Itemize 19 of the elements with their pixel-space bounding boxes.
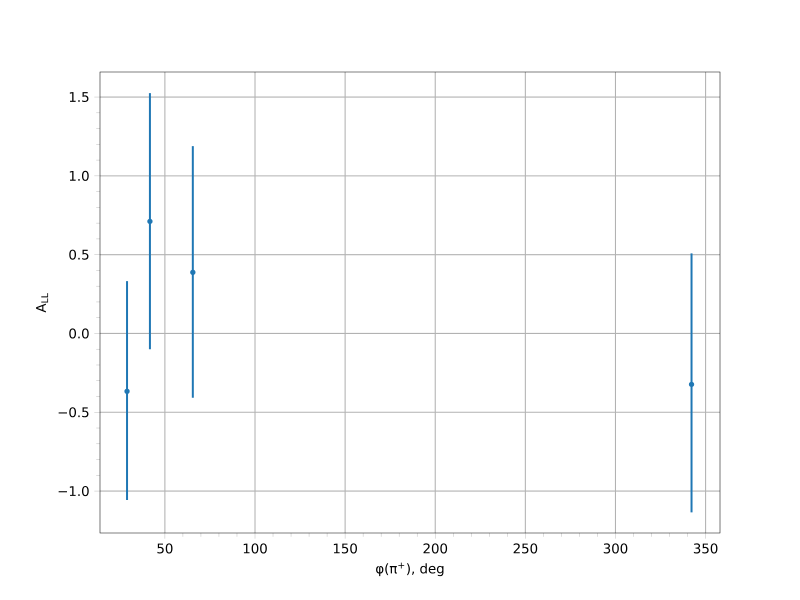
x-tick-label: 250	[514, 543, 538, 554]
x-tick-label: 50	[157, 543, 172, 554]
y-tick-label: 1.0	[70, 170, 89, 181]
y-tick-label: 0.0	[69, 328, 89, 339]
y-tick-label: 1.5	[70, 92, 88, 102]
point	[688, 382, 694, 388]
x-tick-label: 350	[694, 543, 718, 554]
x-axis-title: φ(π$^{+}$), deg	[376, 562, 444, 576]
point	[190, 270, 196, 275]
y-axis-title: A$_{LL}$	[36, 293, 48, 312]
x-tick-label: 100	[244, 543, 267, 554]
x-tick-label: 200	[423, 543, 448, 554]
point	[147, 218, 153, 224]
x-tick-label: 150	[334, 543, 357, 554]
y-tick-label: −1.0	[58, 486, 89, 496]
point	[124, 388, 130, 394]
y-tick-label: −0.5	[58, 407, 88, 418]
x-tick-label: 300	[604, 543, 628, 554]
y-tick-label: 0.5	[69, 250, 88, 260]
